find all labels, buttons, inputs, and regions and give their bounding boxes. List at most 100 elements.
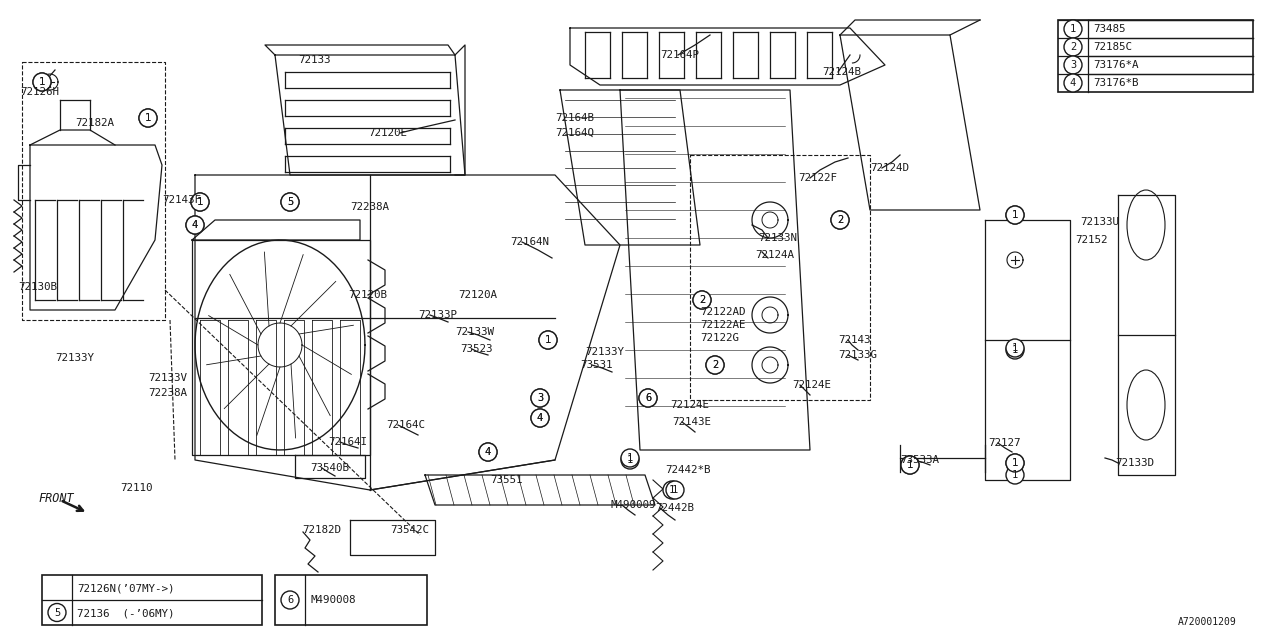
Text: 72133Y: 72133Y [585,347,625,357]
Circle shape [707,356,724,374]
Text: 73531: 73531 [580,360,613,370]
Text: 1: 1 [1012,458,1018,468]
Text: 72126N(’07MY->): 72126N(’07MY->) [77,584,174,593]
Text: 1: 1 [1012,343,1018,353]
Text: 72122AD: 72122AD [700,307,745,317]
Bar [1059,20,1253,92]
Text: 72124E: 72124E [792,380,831,390]
Text: 72120E: 72120E [369,128,407,138]
Circle shape [1006,341,1024,359]
Text: 73551: 73551 [490,475,522,485]
Circle shape [479,443,497,461]
Text: 4: 4 [192,220,198,230]
Text: 73485: 73485 [1093,24,1125,34]
Circle shape [1064,56,1082,74]
Circle shape [639,389,657,407]
Text: 73540B: 73540B [310,463,349,473]
Circle shape [666,481,684,499]
Circle shape [49,604,67,621]
Circle shape [191,193,209,211]
Circle shape [531,389,549,407]
Circle shape [1006,339,1024,357]
Circle shape [621,451,639,469]
Text: 72164Q: 72164Q [556,128,594,138]
Circle shape [901,456,919,474]
Text: 1: 1 [38,77,45,87]
Text: 72164B: 72164B [556,113,594,123]
Text: 72182D: 72182D [302,525,340,535]
Text: 72110: 72110 [120,483,152,493]
Circle shape [1006,454,1024,472]
Text: 73533A: 73533A [900,455,940,465]
Text: 4: 4 [1070,78,1076,88]
Text: 5: 5 [287,197,293,207]
Text: 72152: 72152 [1075,235,1107,245]
Text: 1: 1 [145,113,151,123]
Text: 72136  (-’06MY): 72136 (-’06MY) [77,609,174,618]
Text: 73523: 73523 [460,344,493,354]
Circle shape [707,356,724,374]
Text: 5: 5 [54,607,60,618]
Text: 72124D: 72124D [870,163,909,173]
Text: 72143F: 72143F [163,195,201,205]
Text: M490009: M490009 [611,500,655,510]
Text: 2: 2 [699,295,705,305]
Text: 73176*B: 73176*B [1093,78,1138,88]
Circle shape [531,409,549,427]
Circle shape [831,211,849,229]
Text: 6: 6 [645,393,652,403]
Circle shape [33,73,51,91]
Circle shape [140,109,157,127]
Text: 1: 1 [672,485,678,495]
Text: 1: 1 [1012,458,1018,468]
Text: 5: 5 [287,197,293,207]
Text: 72133: 72133 [298,55,330,65]
Text: 2: 2 [1070,42,1076,52]
Text: 72442*B: 72442*B [666,465,710,475]
Text: 1: 1 [1012,210,1018,220]
Text: 72122G: 72122G [700,333,739,343]
Text: 72164P: 72164P [660,50,699,60]
Text: 72120B: 72120B [348,290,387,300]
Text: 1: 1 [906,460,913,470]
Text: 72127: 72127 [988,438,1020,448]
Circle shape [692,291,710,309]
Text: 72133P: 72133P [419,310,457,320]
Text: 1: 1 [545,335,552,345]
Circle shape [531,409,549,427]
Circle shape [1006,454,1024,472]
Circle shape [831,211,849,229]
Text: 72442B: 72442B [655,503,694,513]
Text: A720001209: A720001209 [1178,617,1236,627]
Circle shape [639,389,657,407]
Text: 1: 1 [627,455,634,465]
Text: 72133D: 72133D [1115,458,1155,468]
Text: 1: 1 [1012,210,1018,220]
Text: 2: 2 [837,215,844,225]
Text: 72164C: 72164C [387,420,425,430]
Text: 4: 4 [485,447,492,457]
Text: 73542C: 73542C [390,525,429,535]
Text: 2: 2 [712,360,718,370]
Circle shape [1064,38,1082,56]
Circle shape [901,456,919,474]
Text: 72133U: 72133U [1080,217,1119,227]
Text: 4: 4 [485,447,492,457]
Text: 72238A: 72238A [349,202,389,212]
Text: 1: 1 [906,460,913,470]
Circle shape [663,481,681,499]
Text: 1: 1 [197,197,204,207]
Circle shape [539,331,557,349]
Text: 72182A: 72182A [76,118,114,128]
Text: 72133G: 72133G [838,350,877,360]
Text: 72133V: 72133V [148,373,187,383]
Text: 1: 1 [38,77,45,87]
Text: 6: 6 [287,595,293,605]
Text: FRONT: FRONT [38,492,74,504]
Text: 1: 1 [669,485,675,495]
Text: 4: 4 [536,413,543,423]
Text: 72122AE: 72122AE [700,320,745,330]
Text: 72133W: 72133W [454,327,494,337]
Text: M490008: M490008 [310,595,356,605]
Circle shape [282,591,300,609]
